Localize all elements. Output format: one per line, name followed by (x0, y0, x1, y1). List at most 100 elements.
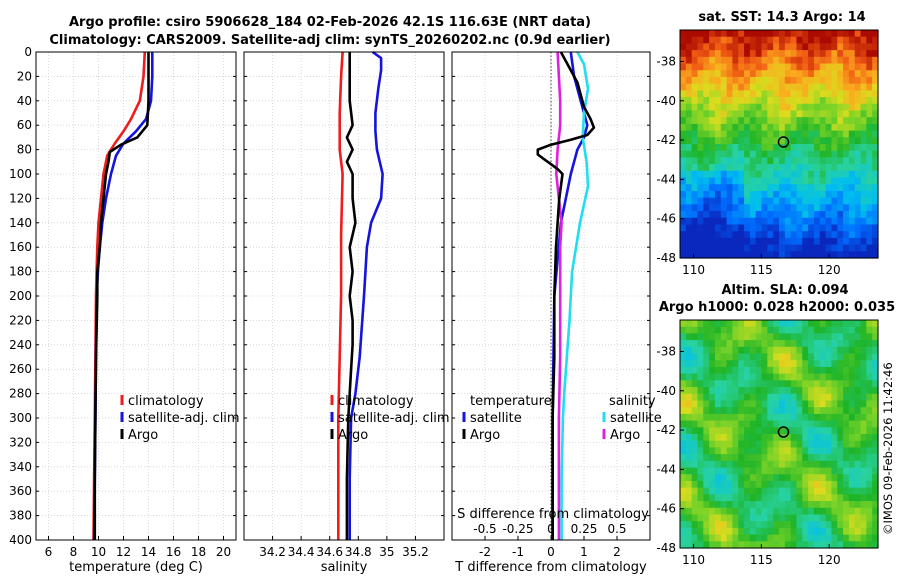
sla-map-cell (779, 326, 786, 335)
sla-map-cell (697, 407, 704, 415)
sla-map-cell (779, 407, 786, 415)
sla-map-cell (860, 326, 867, 335)
sst-map-cell (866, 76, 873, 85)
sla-map-cell (685, 454, 693, 462)
sst-map-cell (691, 164, 699, 172)
sla-map-cell (738, 373, 745, 381)
sla-map-cell (813, 427, 821, 435)
sst-map-cell (872, 164, 879, 172)
sla-map-cell (819, 380, 827, 388)
temperature-xtick-label: 16 (166, 545, 181, 559)
sla-map-cell (819, 440, 827, 449)
sla-map-cell (773, 393, 780, 402)
sst-map-cell (802, 70, 809, 78)
sla-map-cell (773, 467, 780, 475)
sla-map-cell (848, 387, 856, 395)
sst-map-cell (697, 83, 704, 91)
sst-map-cell (703, 90, 710, 98)
sst-map-cell (790, 137, 798, 145)
sla-map-cell (843, 360, 850, 368)
sla-map-cell (837, 467, 844, 475)
sla-map-cell (802, 521, 809, 529)
sla-map-cell (773, 366, 780, 375)
sst-map-cell (697, 117, 704, 125)
sla-map-cell (790, 534, 798, 542)
sst-map-cell (808, 117, 815, 125)
sla-map-cell (714, 420, 722, 428)
sst-map-cell (714, 83, 722, 91)
sst-map-cell (854, 103, 862, 112)
sst-map-cell (854, 204, 862, 212)
sst-map-cell (773, 217, 780, 226)
sla-map-cell (738, 353, 745, 361)
sla-map-cell (744, 413, 751, 422)
sst-map-cell (825, 76, 833, 85)
sla-map-cell (802, 393, 809, 402)
sla-map-cell (825, 514, 833, 522)
sst-map-cell (831, 157, 838, 165)
sla-map-cell (796, 501, 803, 509)
sst-map-cell (843, 244, 850, 252)
sst-map-cell (848, 43, 856, 51)
sla-map-cell (872, 387, 879, 395)
sla-map-cell (813, 333, 821, 341)
sla-map-cell (714, 460, 722, 469)
sla-map-cell (872, 333, 879, 341)
sst-map-cell (808, 251, 815, 259)
sst-map-cell (866, 244, 873, 252)
sla-map-cell (848, 346, 856, 355)
sst-map-cell (854, 130, 862, 138)
sla-map-cell (761, 467, 768, 475)
sst-map-cell (680, 36, 687, 45)
sla-map-cell (808, 380, 815, 388)
sla-map-cell (680, 454, 687, 462)
sst-map-cell (767, 224, 774, 232)
sst-map-cell (755, 251, 763, 259)
sla-map-cell (796, 340, 803, 348)
sla-map-cell (755, 501, 763, 509)
sla-map-cell (802, 340, 809, 348)
sst-map-cell (808, 217, 815, 226)
sst-map-cell (685, 144, 693, 152)
sla-map-cell (848, 360, 856, 368)
sst-map-cell (802, 211, 809, 219)
difference-x2tick-label: -0.25 (502, 522, 533, 536)
sla-map-cell (866, 340, 873, 348)
sst-map-cell (738, 244, 745, 252)
sst-map-cell (761, 83, 768, 91)
sst-map-cell (697, 204, 704, 212)
sla-map-cell (790, 501, 798, 509)
sst-map-cell (825, 224, 833, 232)
sla-map-cell (732, 387, 739, 395)
sst-map-cell (796, 211, 803, 219)
sla-map-cell (738, 534, 745, 542)
sst-map-cell (732, 144, 739, 152)
sst-map-cell (819, 211, 827, 219)
sla-map-cell (714, 507, 722, 516)
sst-map-cell (767, 56, 774, 65)
depth-tick-label: 80 (17, 143, 32, 157)
sla-map-cell (738, 474, 745, 482)
sst-map-cell (761, 177, 768, 185)
sst-map-cell (802, 103, 809, 112)
sst-map-cell (685, 117, 693, 125)
sla-map-cell (749, 440, 757, 449)
sst-map-cell (837, 224, 844, 232)
sst-map-cell (732, 70, 739, 78)
sla-map-cell (843, 494, 850, 502)
sst-map-cell (720, 50, 728, 58)
sst-map-cell (837, 97, 844, 105)
sst-map-cell (837, 63, 844, 71)
sla-map-cell (697, 467, 704, 475)
sla-map-cell (732, 346, 739, 355)
sst-map-cell (773, 204, 780, 212)
sla-map-cell (755, 360, 763, 368)
sst-map-cell (726, 217, 734, 226)
salinity-satellite-adj-line (348, 50, 384, 540)
sst-map-cell (773, 244, 780, 252)
sla-map-cell (831, 467, 838, 475)
sst-map-cell (837, 157, 844, 165)
sla-map-cell (837, 514, 844, 522)
sst-map-cell (726, 130, 734, 138)
sst-map-cell (779, 164, 786, 172)
